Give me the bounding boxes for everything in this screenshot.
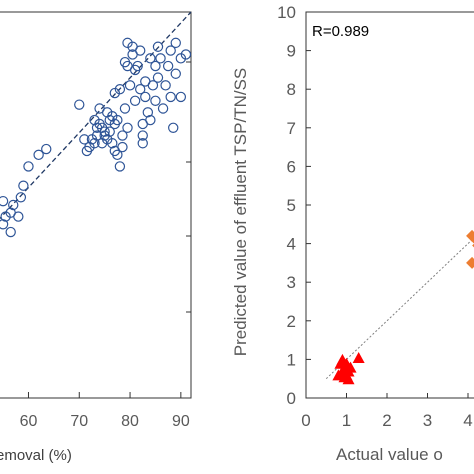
left-scatter-point	[114, 161, 126, 172]
right-x-tick-label: 0	[301, 411, 310, 430]
left-x-tick-label: 90	[172, 413, 190, 430]
left-scatter-point	[114, 83, 126, 95]
left-x-tick-label: 60	[20, 413, 38, 430]
left-scatter-point	[175, 91, 187, 103]
left-scatter-point	[150, 95, 161, 106]
right-y-tick-label: 1	[287, 350, 296, 369]
left-plot-frame	[0, 11, 192, 399]
left-series-marks	[0, 11, 192, 238]
left-scatter-point	[152, 72, 164, 83]
left-scatter-point	[162, 60, 174, 72]
left-scatter-point	[79, 134, 90, 145]
left-x-axis-label: emoval (%)	[0, 447, 72, 464]
left-scatter-point	[142, 107, 154, 118]
left-scatter-point	[0, 195, 9, 207]
left-scatter-point	[168, 122, 179, 134]
left-scatter-point	[147, 80, 159, 91]
left-scatter-point	[145, 114, 156, 126]
right-y-tick-label: 6	[287, 157, 296, 176]
left-scatter-point	[165, 45, 176, 56]
left-scatter-point	[129, 95, 141, 106]
left-fit-line	[0, 11, 192, 220]
left-scatter-point	[132, 60, 143, 72]
left-axis-ticks: 60 70 80 90	[20, 61, 191, 430]
right-triangle-point	[352, 351, 365, 363]
left-scatter-point	[150, 60, 161, 72]
left-scatter-point	[5, 226, 16, 238]
right-triangle-point	[338, 371, 351, 383]
right-diamond-point	[466, 256, 474, 269]
right-y-axis-label: Predicted value of effluent TSP/TN/SS	[231, 68, 250, 357]
right-x-tick-label: 3	[423, 411, 432, 430]
left-scatter-point	[112, 149, 123, 161]
left-chart: 60 70 80 90 emoval (%)	[0, 11, 192, 464]
left-scatter-point	[122, 122, 133, 134]
left-scatter-point	[104, 126, 115, 137]
left-scatter-point	[112, 114, 123, 126]
left-scatter-point	[170, 68, 181, 79]
right-y-tick-label: 10	[277, 3, 296, 22]
right-y-tick-label: 8	[287, 80, 296, 99]
left-scatter-point	[135, 45, 146, 56]
right-chart: 0 1 2 3 4 5 6 7 8 9 10 0 1 2 3 4 R=0.989 Predicted valu…	[231, 3, 474, 464]
left-scatter-point	[15, 192, 27, 203]
left-scatter-point	[180, 49, 192, 60]
left-scatter-point	[117, 130, 128, 141]
right-y-tick-label: 5	[287, 196, 296, 215]
left-scatter-point	[5, 207, 16, 218]
right-chart-title: R=0.989	[312, 23, 369, 40]
left-scatter-point	[157, 103, 169, 114]
left-scatter-point	[119, 103, 131, 114]
left-scatter-point	[165, 91, 176, 103]
right-x-axis-label: Actual value o	[336, 445, 443, 464]
left-scatter-point	[89, 138, 100, 149]
right-x-tick-label: 1	[342, 411, 351, 430]
left-scatter-point	[140, 91, 151, 103]
right-triangle-point	[340, 363, 353, 375]
right-y-tick-label: 3	[287, 273, 296, 292]
left-scatter-point	[170, 37, 181, 49]
left-scatter-point	[137, 130, 148, 141]
left-scatter-point	[74, 99, 85, 110]
right-x-tick-label: 4	[463, 411, 472, 430]
left-x-tick-label: 80	[121, 413, 139, 430]
right-x-tick-label: 2	[382, 411, 391, 430]
left-scatter-point	[18, 180, 29, 191]
right-y-tick-label: 9	[287, 42, 296, 61]
right-y-tick-label: 0	[287, 389, 296, 408]
right-y-tick-label: 4	[287, 235, 296, 254]
left-scatter-point	[135, 83, 146, 95]
left-scatter-point	[33, 149, 44, 161]
left-scatter-point	[107, 138, 118, 149]
left-scatter-point	[23, 161, 34, 172]
left-scatter-point	[145, 53, 156, 64]
left-scatter-point	[41, 143, 52, 155]
right-plot-frame	[305, 11, 474, 399]
left-scatter-point	[124, 80, 136, 91]
right-y-tick-label: 2	[287, 312, 296, 331]
left-scatter-point	[99, 126, 110, 137]
right-y-tick-label: 7	[287, 119, 296, 138]
left-scatter-point	[152, 41, 164, 52]
left-scatter-point	[160, 80, 171, 91]
left-scatter-point	[155, 53, 166, 64]
right-diamond-point	[470, 235, 474, 244]
left-scatter-point	[117, 141, 128, 153]
right-axis-ticks: 0 1 2 3 4 5 6 7 8 9 10 0 1 2 3 4	[277, 3, 473, 430]
left-scatter-point	[137, 138, 148, 149]
left-x-tick-label: 70	[70, 413, 88, 430]
left-scatter-point	[8, 199, 19, 211]
